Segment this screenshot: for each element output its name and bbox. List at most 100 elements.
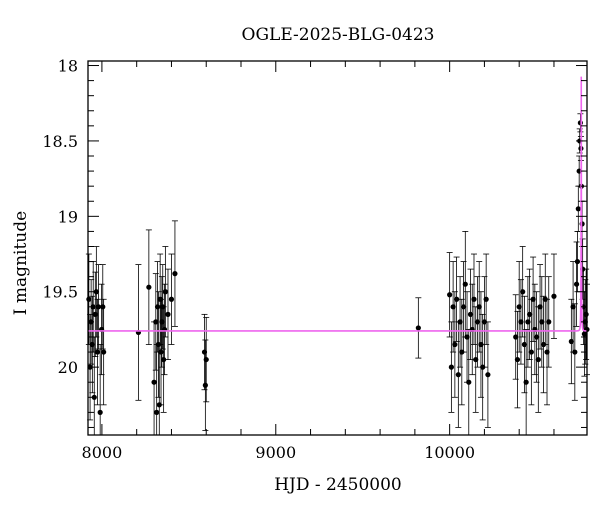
data-point [573,241,580,327]
data-marker [100,304,106,310]
y-tick-label: 18.5 [42,132,78,151]
data-marker [464,334,470,340]
data-point [135,264,142,401]
data-point [516,261,523,353]
data-marker [95,304,102,310]
x-tick-label: 10000 [424,443,475,462]
data-marker [97,409,103,415]
data-marker [539,319,545,325]
data-marker [455,372,461,378]
data-point [100,298,107,406]
data-point [530,256,537,342]
data-marker [476,304,482,310]
data-point [524,276,531,368]
data-point [94,298,101,406]
data-marker [471,296,477,302]
data-point [472,306,479,413]
data-marker [577,120,583,126]
data-marker [158,349,164,355]
data-point [470,253,477,345]
data-point [537,264,544,350]
data-marker [530,296,536,302]
data-point [164,268,171,360]
data-marker [467,311,474,317]
data-point [544,298,551,406]
model-layer [88,76,587,332]
data-marker [570,304,576,310]
data-marker [89,341,95,348]
data-point [202,339,209,431]
x-tick-label: 8000 [82,443,123,462]
data-marker [481,319,488,325]
data-marker [474,319,481,325]
data-marker [551,293,557,299]
data-marker [528,349,534,355]
data-point [145,229,152,345]
data-marker [165,311,171,317]
y-tick-label: 19 [58,207,78,226]
data-marker [86,296,92,302]
y-tick-label: 18 [58,57,78,76]
data-point [451,291,458,398]
data-marker [573,281,580,287]
data-point [550,253,557,339]
data-point [523,329,530,435]
data-marker [520,289,526,295]
data-marker [525,319,531,325]
data-marker [452,341,458,348]
data-marker [537,304,543,310]
data-point [448,321,455,413]
data-marker [513,334,519,340]
data-point [545,276,552,368]
data-marker [574,258,581,265]
data-point [481,276,488,368]
data-marker [546,319,552,325]
data-point [531,283,538,376]
data-marker [162,289,168,295]
axes-layer: 8000 9000 10000 18 18.5 19 19.5 20 [42,57,587,462]
plot-frame [87,60,588,436]
data-marker [533,334,540,340]
data-marker [457,319,463,325]
data-marker [572,349,578,355]
y-axis-label: I magnitude [11,211,31,315]
data-marker [159,319,165,325]
data-marker [153,319,159,325]
data-point [521,295,528,394]
data-point [477,291,484,398]
data-marker [516,304,522,310]
data-marker [527,311,533,317]
data-marker [202,382,208,388]
data-marker [151,379,157,385]
data-marker [460,304,467,310]
data-point [97,344,104,435]
data-marker [518,319,524,325]
data-point [446,252,453,338]
data-marker [146,284,152,290]
data-marker [94,349,101,355]
data-marker [168,296,175,302]
data-marker [535,356,541,363]
data-marker [415,325,421,331]
data-marker [92,311,98,317]
data-point [568,298,575,385]
model-curve [88,76,587,332]
data-marker [583,311,589,317]
data-marker [203,356,209,363]
data-marker [453,296,460,302]
data-marker [466,379,472,385]
data-point [453,256,460,342]
data-marker [447,292,453,298]
data-marker [523,379,529,385]
data-marker [514,356,521,363]
data-point [201,313,208,391]
data-marker [544,349,550,355]
data-point [526,268,533,360]
data-point [99,264,106,350]
data-marker [462,281,468,287]
data-marker [154,409,160,415]
data-point [168,253,175,345]
data-marker [448,364,454,370]
x-tick-label: 9000 [255,443,296,462]
